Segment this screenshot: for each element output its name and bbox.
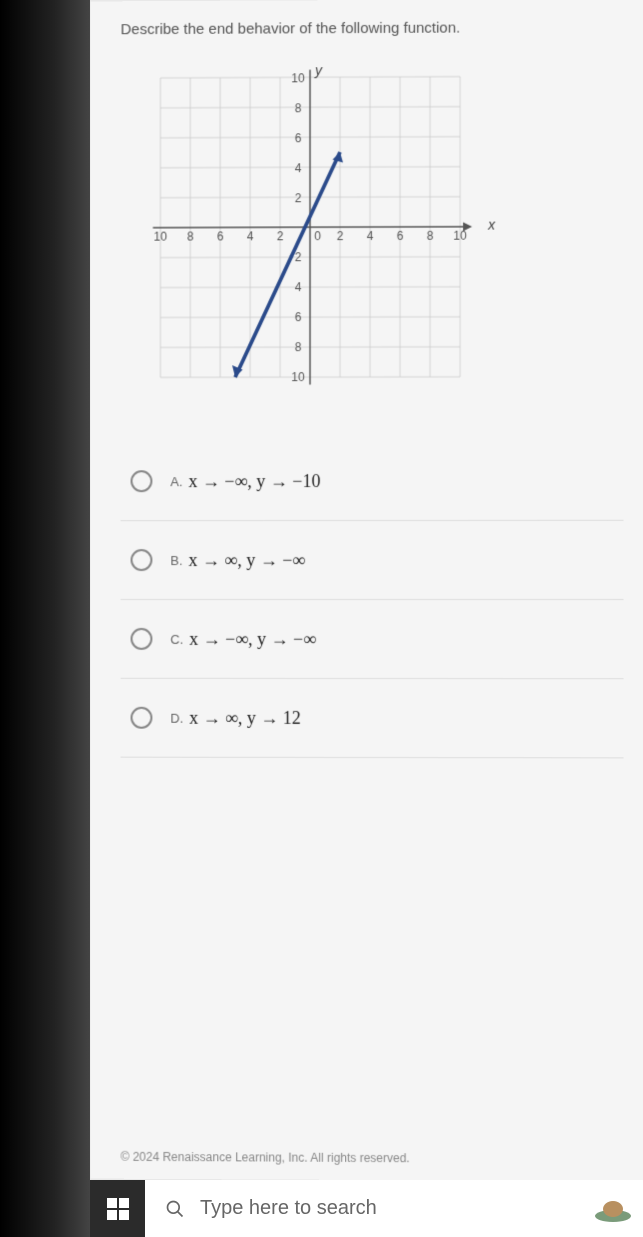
radio-icon — [131, 707, 153, 729]
radio-icon — [131, 470, 153, 492]
radio-icon — [131, 628, 153, 650]
svg-text:2: 2 — [277, 230, 284, 244]
svg-text:8: 8 — [295, 341, 302, 355]
svg-text:6: 6 — [397, 229, 404, 243]
option-text: x → −∞, y → −∞ — [189, 628, 316, 649]
tray-icon — [593, 1194, 633, 1224]
option-text: x → ∞, y → −∞ — [189, 550, 306, 571]
svg-text:6: 6 — [217, 230, 224, 244]
function-graph: y x 1 — [131, 61, 491, 392]
search-box[interactable]: Type here to search — [145, 1180, 583, 1237]
svg-text:0: 0 — [314, 230, 321, 244]
question-title: Describe the end behavior of the followi… — [121, 19, 624, 38]
option-a[interactable]: A. x → −∞, y → −10 — [121, 442, 624, 521]
svg-text:8: 8 — [295, 101, 302, 115]
svg-text:10: 10 — [453, 229, 467, 243]
svg-text:6: 6 — [295, 311, 302, 325]
x-axis-label: x — [488, 217, 495, 233]
svg-text:10: 10 — [291, 71, 305, 85]
quiz-page: Describe the end behavior of the followi… — [91, 0, 643, 1181]
option-text: x → ∞, y → 12 — [189, 707, 301, 728]
taskbar-tray[interactable] — [583, 1180, 643, 1237]
search-placeholder: Type here to search — [200, 1197, 377, 1220]
svg-text:2: 2 — [295, 251, 302, 265]
svg-text:4: 4 — [295, 161, 302, 175]
answer-options: A. x → −∞, y → −10 B. x → ∞, y → −∞ C. x… — [121, 442, 624, 759]
start-button[interactable] — [90, 1180, 145, 1237]
option-b[interactable]: B. x → ∞, y → −∞ — [121, 521, 624, 600]
svg-text:10: 10 — [291, 371, 305, 385]
screen-edge — [0, 0, 90, 1237]
svg-text:8: 8 — [427, 229, 434, 243]
svg-text:4: 4 — [295, 281, 302, 295]
taskbar: Type here to search — [90, 1180, 643, 1237]
y-axis-label: y — [315, 62, 322, 78]
radio-icon — [131, 549, 153, 571]
option-letter: B. — [170, 553, 182, 568]
svg-text:4: 4 — [367, 229, 374, 243]
svg-text:2: 2 — [337, 230, 344, 244]
svg-text:8: 8 — [187, 230, 194, 244]
graph-svg: 10 8 6 4 2 0 2 4 6 8 10 10 8 6 4 2 2 4 6 8 10 — [131, 61, 491, 392]
windows-icon — [107, 1198, 129, 1220]
option-letter: D. — [170, 710, 183, 725]
option-text: x → −∞, y → −10 — [189, 471, 321, 492]
search-icon — [165, 1199, 185, 1219]
svg-text:6: 6 — [295, 131, 302, 145]
svg-text:10: 10 — [154, 230, 168, 244]
svg-text:2: 2 — [295, 191, 302, 205]
option-c[interactable]: C. x → −∞, y → −∞ — [121, 600, 624, 679]
svg-text:4: 4 — [247, 230, 254, 244]
option-letter: C. — [170, 631, 183, 646]
copyright-text: © 2024 Renaissance Learning, Inc. All ri… — [121, 1150, 410, 1165]
option-d[interactable]: D. x → ∞, y → 12 — [121, 679, 624, 759]
option-letter: A. — [170, 474, 182, 489]
